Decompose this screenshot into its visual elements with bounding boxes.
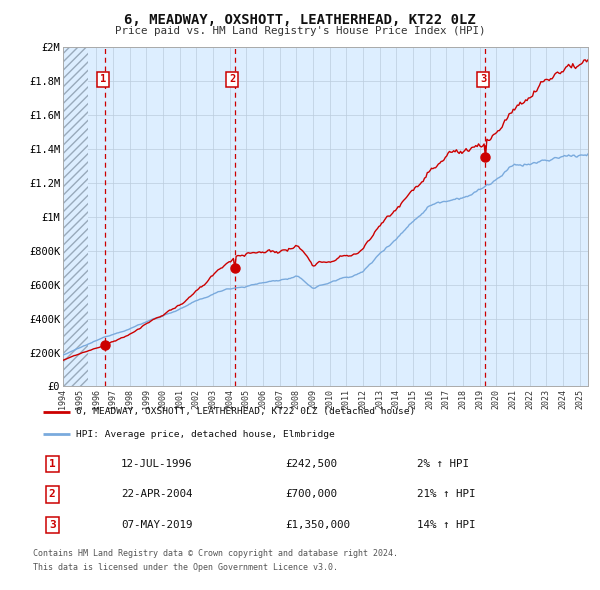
Text: 2: 2 — [229, 74, 235, 84]
Text: 1: 1 — [49, 459, 56, 468]
Text: 6, MEADWAY, OXSHOTT, LEATHERHEAD, KT22 0LZ: 6, MEADWAY, OXSHOTT, LEATHERHEAD, KT22 0… — [124, 13, 476, 27]
Text: 3: 3 — [49, 520, 56, 530]
Text: 07-MAY-2019: 07-MAY-2019 — [121, 520, 193, 530]
Text: £700,000: £700,000 — [286, 490, 338, 499]
Text: £1,350,000: £1,350,000 — [286, 520, 350, 530]
Text: 6, MEADWAY, OXSHOTT, LEATHERHEAD, KT22 0LZ (detached house): 6, MEADWAY, OXSHOTT, LEATHERHEAD, KT22 0… — [76, 408, 415, 417]
Text: £242,500: £242,500 — [286, 459, 338, 468]
Text: HPI: Average price, detached house, Elmbridge: HPI: Average price, detached house, Elmb… — [76, 430, 335, 438]
Text: 2% ↑ HPI: 2% ↑ HPI — [418, 459, 469, 468]
Text: 12-JUL-1996: 12-JUL-1996 — [121, 459, 193, 468]
Text: 3: 3 — [480, 74, 486, 84]
Text: Contains HM Land Registry data © Crown copyright and database right 2024.: Contains HM Land Registry data © Crown c… — [33, 549, 398, 558]
Text: 22-APR-2004: 22-APR-2004 — [121, 490, 193, 499]
Text: 21% ↑ HPI: 21% ↑ HPI — [418, 490, 476, 499]
Bar — [63, 47, 88, 386]
Text: This data is licensed under the Open Government Licence v3.0.: This data is licensed under the Open Gov… — [33, 563, 338, 572]
Text: Price paid vs. HM Land Registry's House Price Index (HPI): Price paid vs. HM Land Registry's House … — [115, 26, 485, 36]
Text: 1: 1 — [100, 74, 106, 84]
Text: 2: 2 — [49, 490, 56, 499]
Text: 14% ↑ HPI: 14% ↑ HPI — [418, 520, 476, 530]
